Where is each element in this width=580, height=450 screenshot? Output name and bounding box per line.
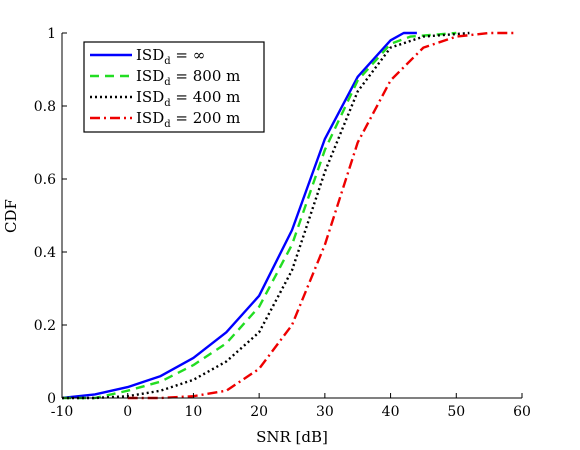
x-tick-label: 30 [316, 404, 334, 420]
y-tick-label: 1 [47, 26, 56, 42]
x-tick-label: 50 [447, 404, 465, 420]
legend-label-3: ISDd = 400 m [136, 88, 240, 109]
x-tick-label: 20 [250, 404, 268, 420]
legend-label-2: ISDd = 800 m [136, 67, 240, 88]
y-tick-label: 0.8 [34, 99, 56, 115]
x-tick-label: 10 [185, 404, 203, 420]
y-tick-label: 0.2 [34, 318, 56, 334]
x-tick-label: -10 [51, 404, 74, 420]
x-tick-label: 0 [123, 404, 132, 420]
x-tick-label: 60 [513, 404, 531, 420]
y-tick-label: 0.4 [34, 245, 56, 261]
x-axis-label: SNR [dB] [256, 428, 328, 446]
legend-label-4: ISDd = 200 m [136, 109, 240, 130]
series-line-2 [62, 31, 457, 400]
x-tick-label: 40 [382, 404, 400, 420]
y-tick-label: 0.6 [34, 172, 56, 188]
legend-label-1: ISDd = ∞ [136, 46, 205, 67]
series-line-1 [61, 31, 417, 400]
y-axis-label: CDF [2, 199, 20, 233]
y-tick-label: 0 [47, 391, 56, 407]
